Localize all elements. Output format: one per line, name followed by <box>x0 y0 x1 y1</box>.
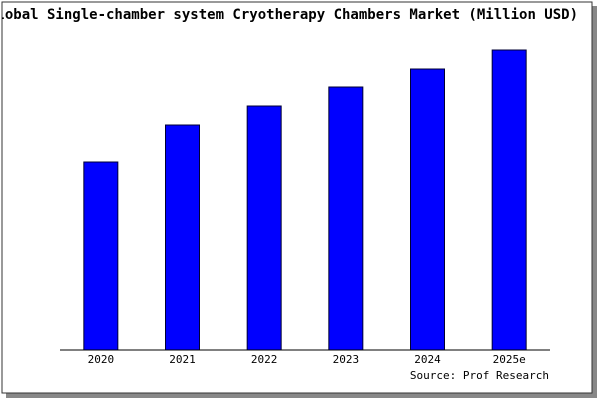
x-tick-label: 2022 <box>251 353 278 366</box>
bar <box>410 68 445 351</box>
bar <box>491 49 527 351</box>
x-tick-label: 2024 <box>414 353 441 366</box>
chart-title: Global Single-chamber system Cryotherapy… <box>0 7 578 23</box>
x-tick-label: 2025e <box>493 353 526 366</box>
x-tick-label: 2023 <box>333 353 360 366</box>
bar <box>328 86 364 351</box>
x-tick-label: 2021 <box>169 353 196 366</box>
bar <box>83 161 119 351</box>
source-note: Source: Prof Research <box>410 369 549 382</box>
x-tick-label: 2020 <box>88 353 115 366</box>
bar <box>165 124 200 351</box>
bar <box>246 105 282 351</box>
